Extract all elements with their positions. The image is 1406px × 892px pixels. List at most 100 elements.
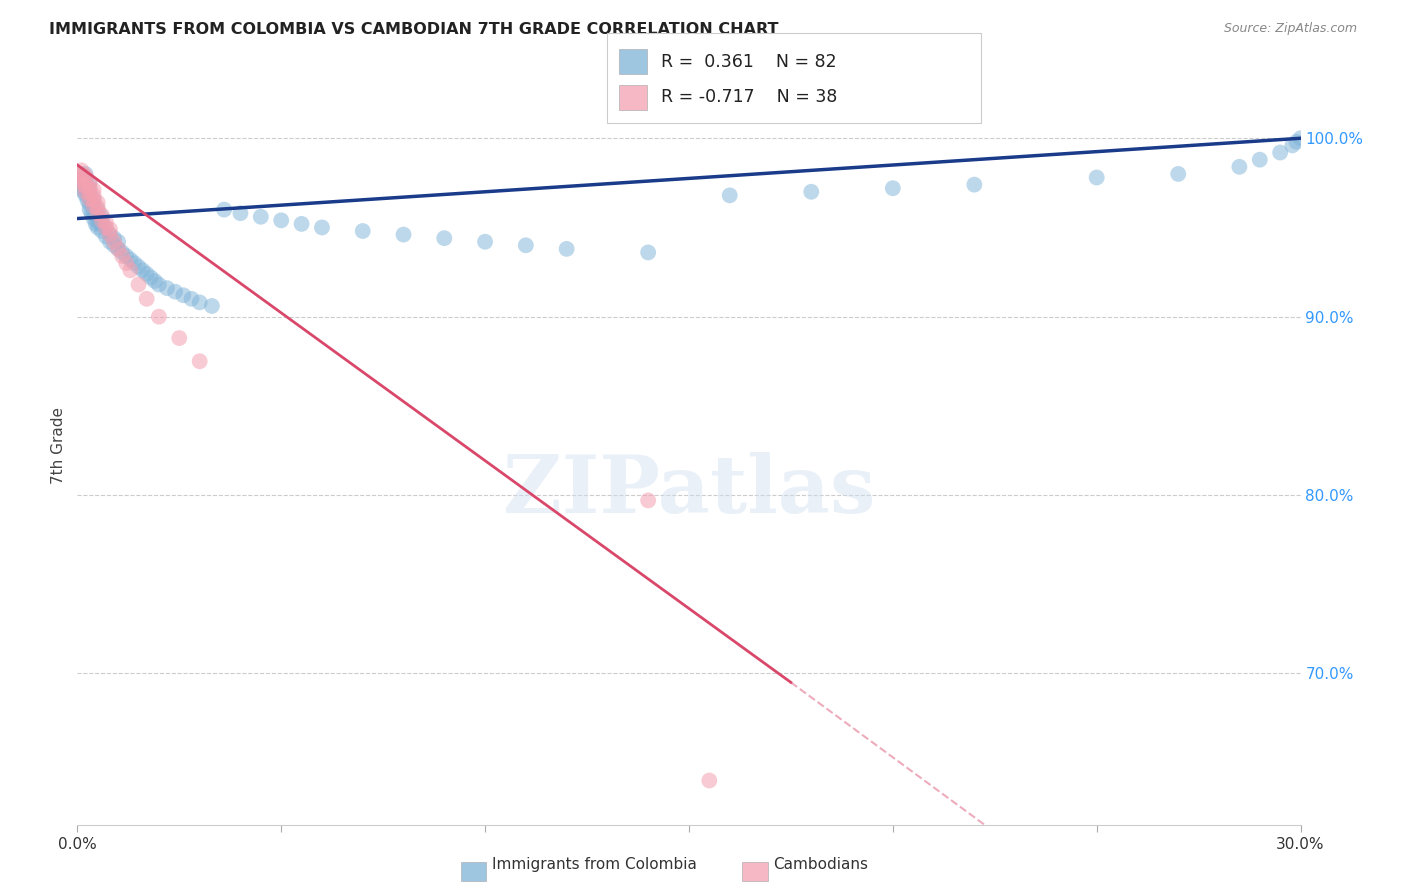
Point — [201, 299, 224, 313]
Point — [515, 238, 537, 252]
Point — [94, 220, 117, 235]
Point — [1285, 135, 1308, 149]
Point — [79, 176, 101, 190]
Point — [83, 188, 105, 202]
Point — [135, 267, 157, 281]
Point — [83, 199, 105, 213]
Point — [120, 263, 142, 277]
Point — [270, 213, 292, 227]
Point — [156, 281, 179, 295]
Point — [87, 206, 110, 220]
Point — [83, 206, 105, 220]
Point — [75, 188, 97, 202]
Point — [79, 192, 101, 206]
Point — [172, 288, 194, 302]
Point — [131, 263, 153, 277]
Point — [75, 174, 97, 188]
Point — [555, 242, 578, 256]
Point — [79, 181, 101, 195]
Text: R =  0.361    N = 82: R = 0.361 N = 82 — [661, 53, 837, 70]
Point — [70, 174, 93, 188]
Point — [84, 217, 107, 231]
Point — [98, 227, 121, 242]
Point — [80, 206, 103, 220]
Point — [127, 260, 149, 274]
Point — [135, 292, 157, 306]
Point — [127, 277, 149, 292]
Point — [75, 167, 97, 181]
Point — [963, 178, 986, 192]
Point — [87, 201, 110, 215]
Point — [250, 210, 273, 224]
Point — [98, 227, 121, 242]
Point — [79, 192, 101, 206]
Point — [75, 178, 97, 192]
Point — [120, 252, 142, 267]
Point — [718, 188, 741, 202]
Point — [148, 310, 170, 324]
Text: Source: ZipAtlas.com: Source: ZipAtlas.com — [1223, 22, 1357, 36]
Point — [72, 178, 94, 192]
Point — [72, 176, 94, 190]
Point — [70, 181, 93, 195]
Point — [75, 183, 97, 197]
Point — [98, 222, 121, 236]
Point — [83, 192, 105, 206]
Point — [67, 176, 90, 190]
Point — [165, 285, 187, 299]
Point — [79, 186, 101, 201]
Point — [107, 242, 129, 256]
Point — [70, 163, 93, 178]
Point — [70, 176, 93, 190]
Text: ZIPatlas: ZIPatlas — [503, 452, 875, 531]
Point — [290, 217, 312, 231]
Point — [87, 210, 110, 224]
Point — [75, 172, 97, 186]
Point — [1268, 145, 1291, 160]
Point — [79, 197, 101, 211]
Text: Cambodians: Cambodians — [773, 857, 869, 872]
Point — [75, 185, 97, 199]
Point — [1229, 160, 1251, 174]
Point — [90, 210, 112, 224]
Point — [637, 245, 659, 260]
Point — [103, 238, 125, 252]
Point — [882, 181, 904, 195]
Text: IMMIGRANTS FROM COLOMBIA VS CAMBODIAN 7TH GRADE CORRELATION CHART: IMMIGRANTS FROM COLOMBIA VS CAMBODIAN 7T… — [49, 22, 779, 37]
Point — [83, 194, 105, 208]
Point — [87, 215, 110, 229]
Point — [311, 220, 333, 235]
Point — [1281, 138, 1303, 153]
Point — [180, 292, 202, 306]
Point — [87, 202, 110, 217]
Point — [1249, 153, 1271, 167]
Point — [70, 170, 93, 185]
Point — [83, 199, 105, 213]
Point — [1167, 167, 1189, 181]
Point — [107, 242, 129, 256]
Point — [79, 186, 101, 201]
Point — [75, 179, 97, 194]
Point — [352, 224, 374, 238]
Point — [87, 220, 110, 235]
Point — [143, 274, 166, 288]
Point — [229, 206, 252, 220]
Point — [111, 245, 134, 260]
Point — [75, 169, 97, 183]
Point — [433, 231, 456, 245]
Point — [87, 195, 110, 210]
Point — [76, 186, 98, 201]
Point — [1289, 131, 1312, 145]
Point — [637, 493, 659, 508]
Point — [83, 211, 105, 226]
Point — [699, 773, 721, 788]
Point — [83, 183, 105, 197]
Point — [79, 176, 101, 190]
Point — [98, 235, 121, 249]
Point — [67, 167, 90, 181]
Text: R = -0.717    N = 38: R = -0.717 N = 38 — [661, 88, 837, 106]
Y-axis label: 7th Grade: 7th Grade — [51, 408, 66, 484]
Point — [103, 231, 125, 245]
Point — [70, 167, 93, 181]
Point — [800, 185, 823, 199]
